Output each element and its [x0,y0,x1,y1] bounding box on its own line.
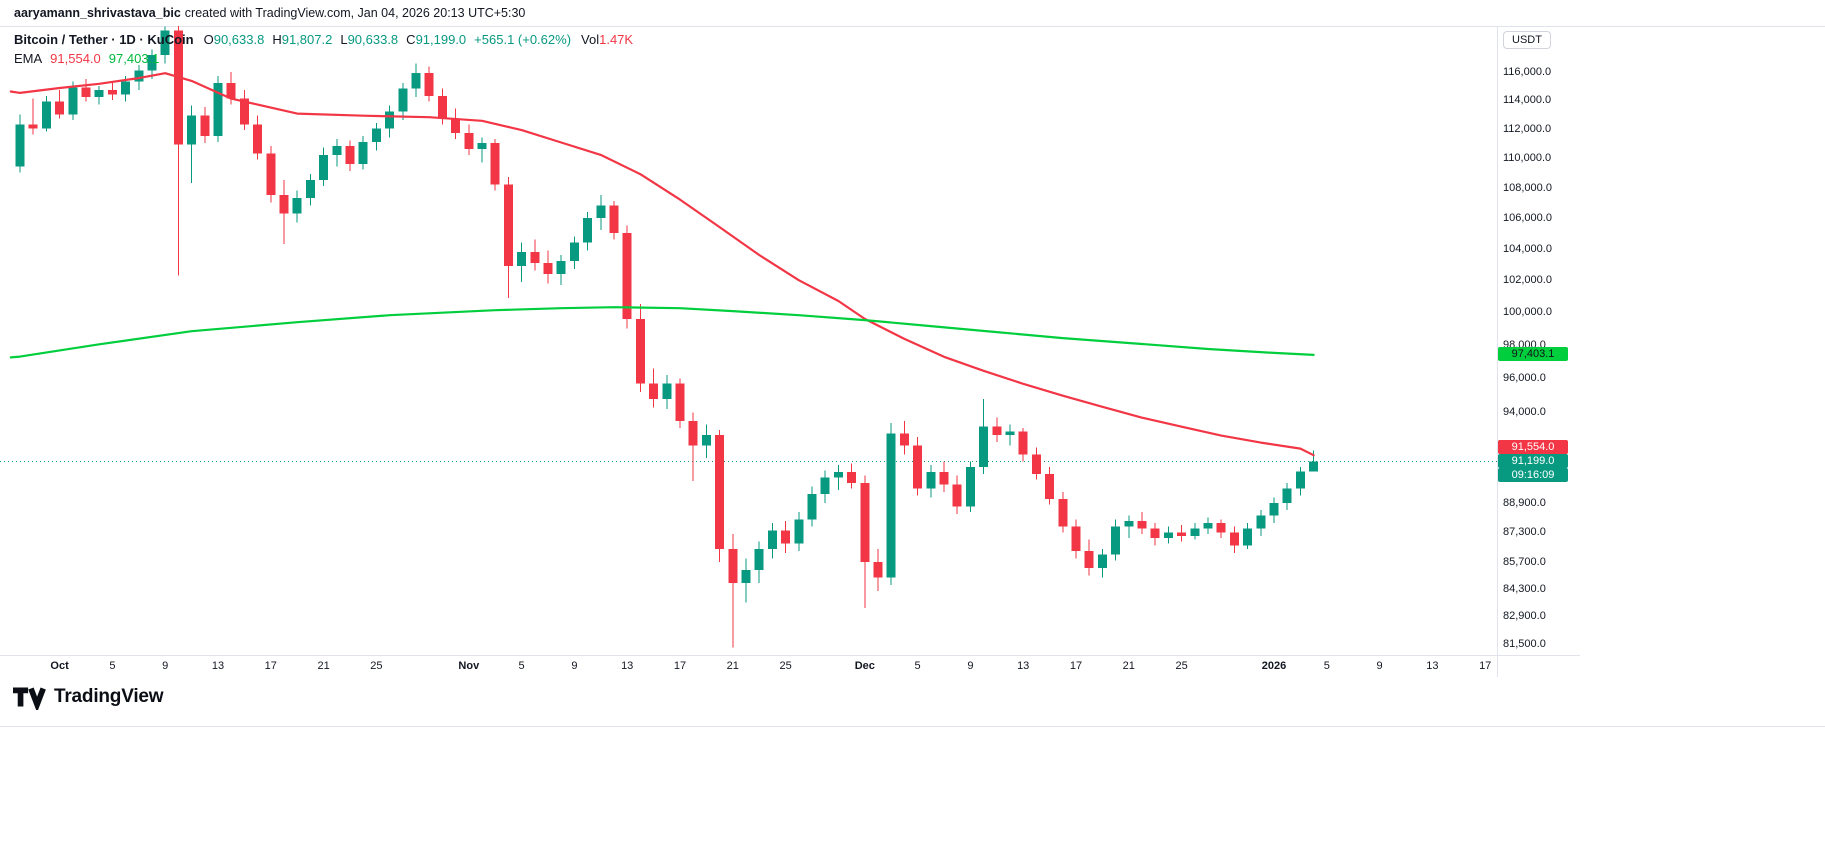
time-tick-label: 17 [673,660,687,672]
time-axis-divider [0,655,1580,656]
bottom-divider [0,726,1825,727]
price-badge-last-price: 91,199.0 [1498,453,1568,468]
open-value: 90,633.8 [213,32,265,47]
price-tick-label: 94,000.0 [1503,406,1546,419]
price-tick-label: 87,300.0 [1503,526,1546,539]
price-badge-ema-slow: 97,403.1 [1498,347,1568,362]
time-tick-label: 25 [370,660,383,672]
time-tick-label: 21 [317,660,330,672]
top-divider [0,26,1825,27]
time-tick-label: Dec [854,660,875,672]
time-tick-label: 17 [1069,660,1083,672]
price-tick-label: 104,000.0 [1503,242,1552,255]
volume-label: Vol [581,32,600,47]
time-tick-label: 21 [726,660,739,672]
price-tick-label: 81,500.0 [1503,637,1546,650]
price-tick-label: 108,000.0 [1503,181,1552,194]
change-value: +565.1 (+0.62%) [474,32,572,47]
indicator-slow-value: 97,403.1 [108,51,160,66]
high-label: H [272,32,282,47]
high-value: 91,807.2 [281,32,333,47]
price-tick-label: 96,000.0 [1503,372,1546,385]
price-tick-label: 112,000.0 [1503,122,1552,135]
time-tick-label: 2026 [1261,660,1287,672]
time-tick-label: Oct [50,660,69,672]
time-tick-label: 5 [914,660,921,672]
currency-toggle-button[interactable]: USDT [1503,31,1551,49]
low-value: 90,633.8 [347,32,399,47]
price-tick-label: 102,000.0 [1503,274,1552,287]
time-tick-label: 9 [162,660,169,672]
candlestick-plot[interactable] [0,26,1497,655]
price-axis-divider [1497,26,1498,677]
price-badge-countdown: 09:16:09 [1498,467,1568,482]
time-tick-label: 13 [1426,660,1439,672]
price-tick-label: 114,000.0 [1503,94,1552,107]
price-tick-label: 82,900.0 [1503,610,1546,623]
chart-legend: Bitcoin / Tether · 1D · KuCoin O 90,633.8… [14,31,633,67]
tradingview-wordmark: TradingView [54,686,164,707]
attribution-text: created with TradingView.com, Jan 04, 20… [184,6,526,20]
time-tick-label: 17 [264,660,277,672]
time-tick-label: 5 [109,660,116,672]
open-label: O [203,32,214,47]
price-tick-label: 84,300.0 [1503,582,1546,595]
close-label: C [406,32,416,47]
attribution-username: aaryamann_shrivastava_bic [14,6,181,20]
chart-plot-area[interactable]: Bitcoin / Tether · 1D · KuCoin O 90,633.8… [0,26,1497,655]
symbol-title[interactable]: Bitcoin / Tether · 1D · KuCoin [14,32,194,47]
price-tick-label: 106,000.0 [1503,211,1552,224]
time-tick-label: 5 [518,660,525,672]
price-tick-label: 85,700.0 [1503,556,1546,569]
time-tick-label: 13 [211,660,225,672]
time-tick-label: 9 [571,660,578,672]
indicator-name[interactable]: EMA [14,51,43,66]
time-tick-label: 25 [779,660,792,672]
time-tick-label: 25 [1175,660,1188,672]
time-tick-label: 9 [967,660,974,672]
price-tick-label: 88,900.0 [1503,496,1546,509]
time-tick-label: 9 [1376,660,1383,672]
price-tick-label: 100,000.0 [1503,306,1552,319]
time-tick-label: 17 [1479,660,1492,672]
tradingview-logo-icon [13,687,46,710]
time-tick-label: 21 [1122,660,1135,672]
low-label: L [340,32,348,47]
price-tick-label: 116,000.0 [1503,65,1552,78]
time-tick-label: 5 [1323,660,1330,672]
time-axis[interactable]: Oct 5 9 13 17 21 25 Nov 5 9 13 17 21 25 Dec 5 9 13 17 21 25 2… [0,655,1580,677]
time-tick-label: 13 [621,660,634,672]
tradingview-logo-link[interactable]: TradingView [13,684,164,710]
attribution-bar: aaryamann_shrivastava_bic created with T… [0,0,1825,26]
time-tick-label: 13 [1017,660,1030,672]
price-axis[interactable]: USDT 116,000.0 114,000.0 112,000.0 110,000.… [1497,26,1583,677]
close-value: 91,199.0 [415,32,467,47]
indicator-fast-value: 91,554.0 [50,51,101,66]
volume-value: 1.47K [599,32,634,47]
price-badge-ema-fast: 91,554.0 [1498,439,1568,454]
time-tick-label: Nov [458,660,480,672]
price-tick-label: 110,000.0 [1503,151,1552,164]
